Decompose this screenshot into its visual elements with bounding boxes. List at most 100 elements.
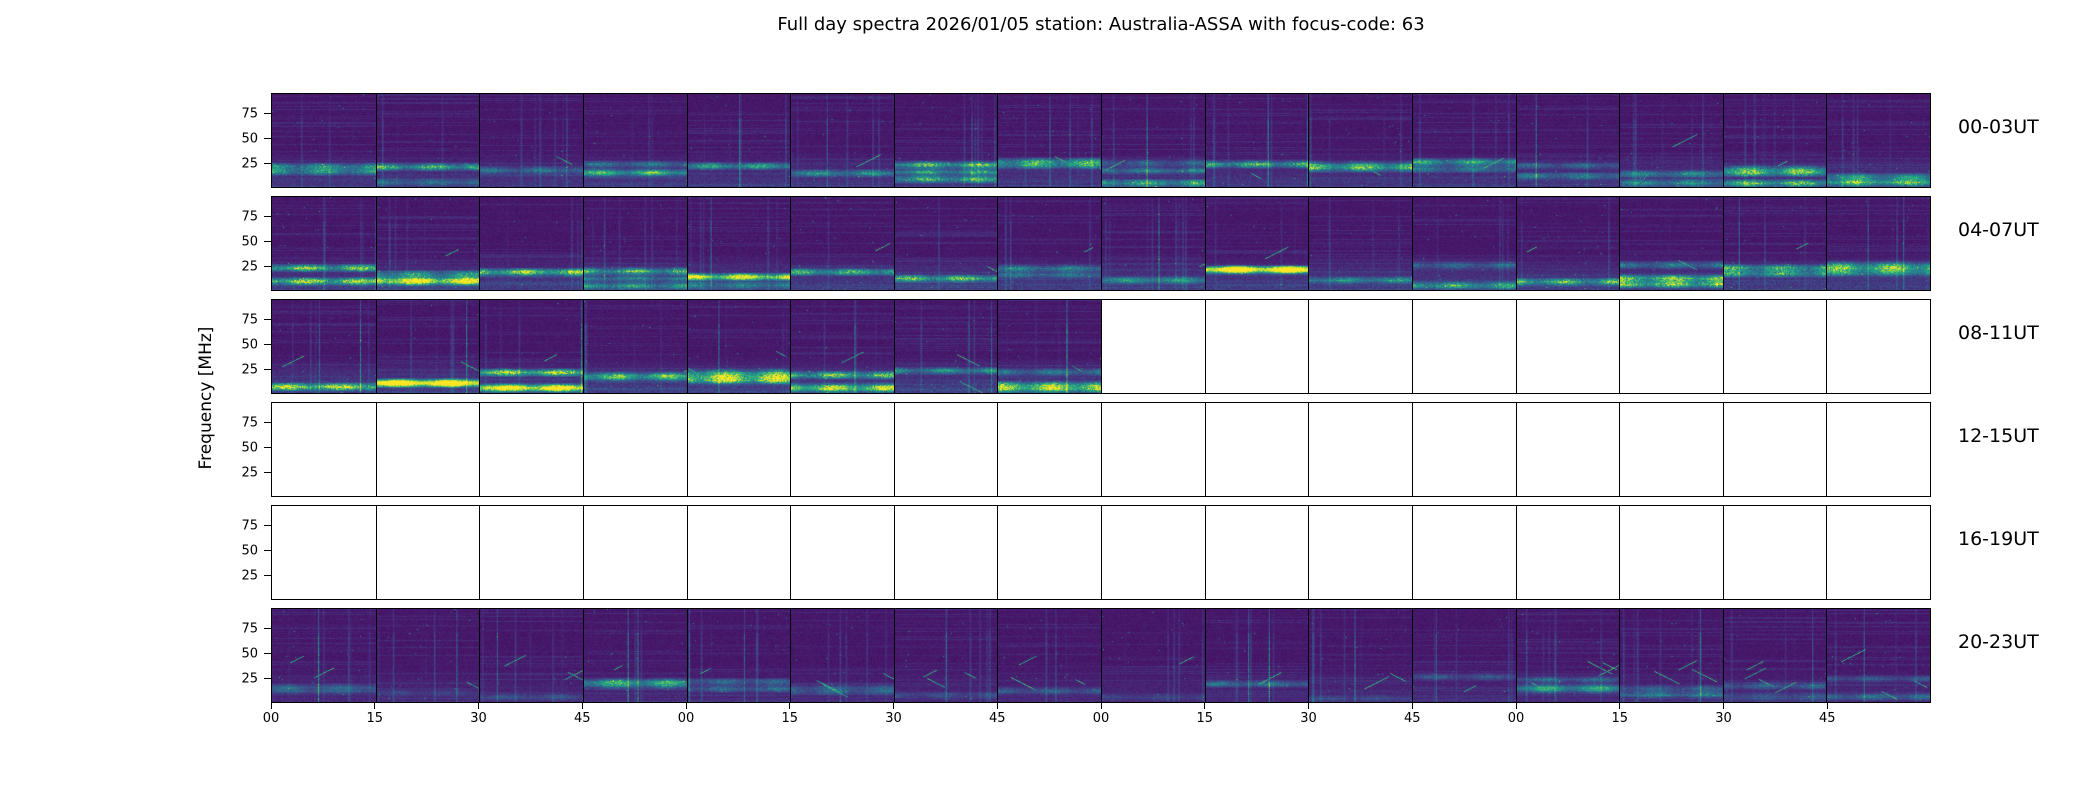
spectrogram-segment [1619, 197, 1723, 290]
x-tick-label: 30 [885, 711, 902, 726]
chart-title: Full day spectra 2026/01/05 station: Aus… [777, 14, 1425, 35]
spectrogram-segment [893, 609, 998, 702]
spectrogram-segment [1204, 609, 1309, 702]
x-tick-label: 00 [1507, 711, 1525, 726]
spectrogram-segment [1411, 300, 1516, 393]
x-tick-label: 45 [1818, 711, 1836, 726]
spectrogram-canvas [791, 94, 894, 187]
spectrogram-segment [375, 300, 480, 393]
spectrogram-canvas [687, 609, 791, 702]
spectrogram-canvas [1516, 94, 1620, 187]
row-time-label: 04-07UT [1958, 218, 2039, 241]
spectrogram-segment [893, 403, 998, 496]
y-tick-label: 75 [241, 415, 258, 431]
spectrogram-segment [1722, 403, 1827, 496]
spectrogram-segment [1411, 94, 1516, 187]
spectrogram-segment [686, 94, 791, 187]
spectrogram-segment [790, 609, 894, 702]
spectrogram-segment [272, 94, 376, 187]
spectrogram-segment [375, 609, 480, 702]
spectrogram-canvas [1723, 609, 1827, 702]
x-tick-label: 00 [262, 711, 280, 726]
spectrogram-segment [1722, 197, 1827, 290]
spectrogram-canvas [1723, 94, 1827, 187]
spectrogram-canvas [894, 197, 998, 290]
spectrogram-segment [790, 403, 894, 496]
spectrogram-segment [1826, 94, 1930, 187]
spectrogram-canvas [894, 609, 998, 702]
spectrogram-segment [1515, 197, 1620, 290]
spectrogram-segment [1411, 609, 1516, 702]
spectrogram-canvas [1620, 609, 1723, 702]
x-tick-label: 00 [1092, 711, 1110, 726]
x-tick [789, 703, 791, 709]
spectrogram-segment [1722, 300, 1827, 393]
spectrogram-segment [582, 197, 687, 290]
spectrogram-segment [375, 94, 480, 187]
spectrogram-canvas [272, 94, 376, 187]
y-tick-label: 50 [241, 337, 258, 353]
y-tick-label: 25 [241, 362, 258, 378]
spectrogram-canvas [1309, 197, 1412, 290]
y-tick [264, 550, 271, 552]
row-time-label: 16-19UT [1958, 527, 2039, 550]
spectrogram-row-08-11UT: 75 50 25 08-11UT [241, 299, 2039, 394]
spectrogram-row-04-07UT: 75 50 25 04-07UT [241, 196, 2039, 291]
spectrogram-segment [272, 403, 376, 496]
spectrogram-canvas [583, 197, 687, 290]
spectrogram-segment [790, 506, 894, 599]
x-tick [996, 703, 998, 709]
spectrogram-canvas [1205, 609, 1309, 702]
y-tick-label: 75 [241, 209, 258, 225]
spectrogram-canvas [1102, 609, 1205, 702]
spectrogram-segment [1826, 300, 1930, 393]
x-tick-label: 45 [988, 711, 1006, 726]
spectrogram-segment [272, 197, 376, 290]
spectrogram-canvas [791, 300, 894, 393]
spectrogram-canvas [272, 197, 376, 290]
spectrogram-canvas [998, 300, 1101, 393]
spectrogram-segment [582, 300, 687, 393]
y-tick [264, 216, 271, 218]
spectrogram-canvas [1620, 94, 1723, 187]
spectrogram-canvas [687, 94, 791, 187]
x-tick-label: 15 [366, 711, 384, 726]
spectrogram-canvas [376, 300, 480, 393]
x-tick-label: 45 [1403, 711, 1421, 726]
spectrogram-segment [1204, 403, 1309, 496]
x-tick-label: 15 [1196, 711, 1214, 726]
spectrogram-segment [893, 300, 998, 393]
spectrogram-segment [1411, 506, 1516, 599]
spectrogram-segment [375, 403, 480, 496]
spectrogram-segment [479, 506, 583, 599]
y-tick [264, 369, 271, 371]
spectrogram-segment [582, 609, 687, 702]
spectrogram-segment [1308, 94, 1412, 187]
spectrogram-canvas [687, 300, 791, 393]
spectrogram-canvas [1205, 94, 1309, 187]
spectrogram-segment [1204, 506, 1309, 599]
spectrogram-canvas [376, 94, 480, 187]
y-tick-label: 75 [241, 518, 258, 534]
spectrogram-segment [582, 94, 687, 187]
spectrogram-segment [1619, 609, 1723, 702]
spectrogram-segment [790, 94, 894, 187]
row-time-label: 12-15UT [1958, 424, 2039, 447]
spectrogram-segment [1826, 197, 1930, 290]
spectrogram-canvas [791, 609, 894, 702]
spectrogram-segment [997, 300, 1101, 393]
spectrogram-canvas [1723, 197, 1827, 290]
spectrogram-segment [1204, 94, 1309, 187]
y-tick [264, 472, 271, 474]
y-tick-label: 50 [241, 440, 258, 456]
spectrogram-canvas [1620, 197, 1723, 290]
spectrogram-segment [1101, 300, 1205, 393]
spectrogram-segment [1619, 403, 1723, 496]
spectrogram-canvas [1102, 197, 1205, 290]
spectrogram-segment [1826, 403, 1930, 496]
x-tick [1411, 703, 1413, 709]
spectrogram-segment [686, 197, 791, 290]
y-tick [264, 266, 271, 268]
spectrogram-canvas [998, 197, 1101, 290]
x-tick [893, 703, 894, 709]
